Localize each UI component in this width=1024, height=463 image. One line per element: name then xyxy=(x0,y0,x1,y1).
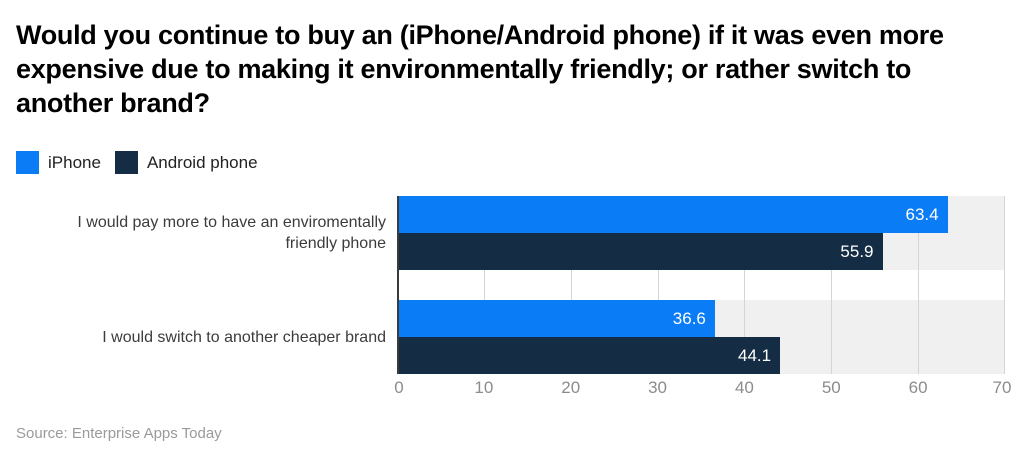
bar-value-android-0: 55.9 xyxy=(840,241,874,261)
x-tick-20: 20 xyxy=(561,378,581,397)
value-axis-line xyxy=(397,196,399,374)
gridline-20 xyxy=(570,196,572,374)
plot-area: 63.4 55.9 36.6 44.1 xyxy=(397,196,1005,374)
category-label-1-line-0: I would switch to another cheaper brand xyxy=(102,328,386,346)
x-tick-10: 10 xyxy=(474,378,494,397)
x-tick-40: 40 xyxy=(734,378,754,397)
page-title: Would you continue to buy an (iPhone/And… xyxy=(16,20,944,118)
gridline-30 xyxy=(657,196,659,374)
bar-value-android-1: 44.1 xyxy=(738,345,772,365)
x-tick-50: 50 xyxy=(821,378,841,397)
legend-item-iphone[interactable]: iPhone xyxy=(16,151,101,174)
gridline-10 xyxy=(483,196,485,374)
legend-label-iphone: iPhone xyxy=(48,152,101,172)
gridline-60 xyxy=(918,196,920,374)
gridline-70 xyxy=(1004,196,1005,374)
x-tick-60: 60 xyxy=(908,378,928,397)
legend-swatch-iphone-icon xyxy=(16,151,39,174)
gridline-40 xyxy=(744,196,746,374)
category-label-0: I would pay more to have an enviromental… xyxy=(6,196,386,270)
legend-label-android: Android phone xyxy=(146,152,258,172)
source-note: Source: Enterprise Apps Today xyxy=(16,425,222,442)
gridline-50 xyxy=(831,196,833,374)
category-label-0-line-0: I would pay more to have an enviromental… xyxy=(77,214,386,231)
category-label-1: I would switch to another cheaper brand xyxy=(6,300,386,374)
bar-android-0[interactable]: 55.9 xyxy=(397,233,883,270)
x-tick-70: 70 xyxy=(992,378,1012,397)
bar-value-iphone-0: 63.4 xyxy=(905,204,939,224)
legend-item-android[interactable]: Android phone xyxy=(114,151,258,174)
bar-iphone-0[interactable]: 63.4 xyxy=(397,196,948,233)
bar-android-1[interactable]: 44.1 xyxy=(397,337,781,374)
x-axis: 0 10 20 30 40 50 60 70 xyxy=(394,378,1011,404)
x-tick-30: 30 xyxy=(648,378,668,397)
chart-area: I would pay more to have an enviromental… xyxy=(0,190,1024,400)
chart-legend: iPhone Android phone xyxy=(16,151,258,174)
category-label-0-line-1: friendly phone xyxy=(285,235,386,252)
x-tick-0: 0 xyxy=(394,378,404,397)
bar-value-iphone-1: 36.6 xyxy=(672,308,706,328)
legend-swatch-android-icon xyxy=(114,151,138,174)
bar-iphone-1[interactable]: 36.6 xyxy=(397,300,715,337)
